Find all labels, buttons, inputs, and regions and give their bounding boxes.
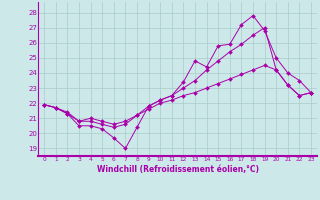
X-axis label: Windchill (Refroidissement éolien,°C): Windchill (Refroidissement éolien,°C) (97, 165, 259, 174)
